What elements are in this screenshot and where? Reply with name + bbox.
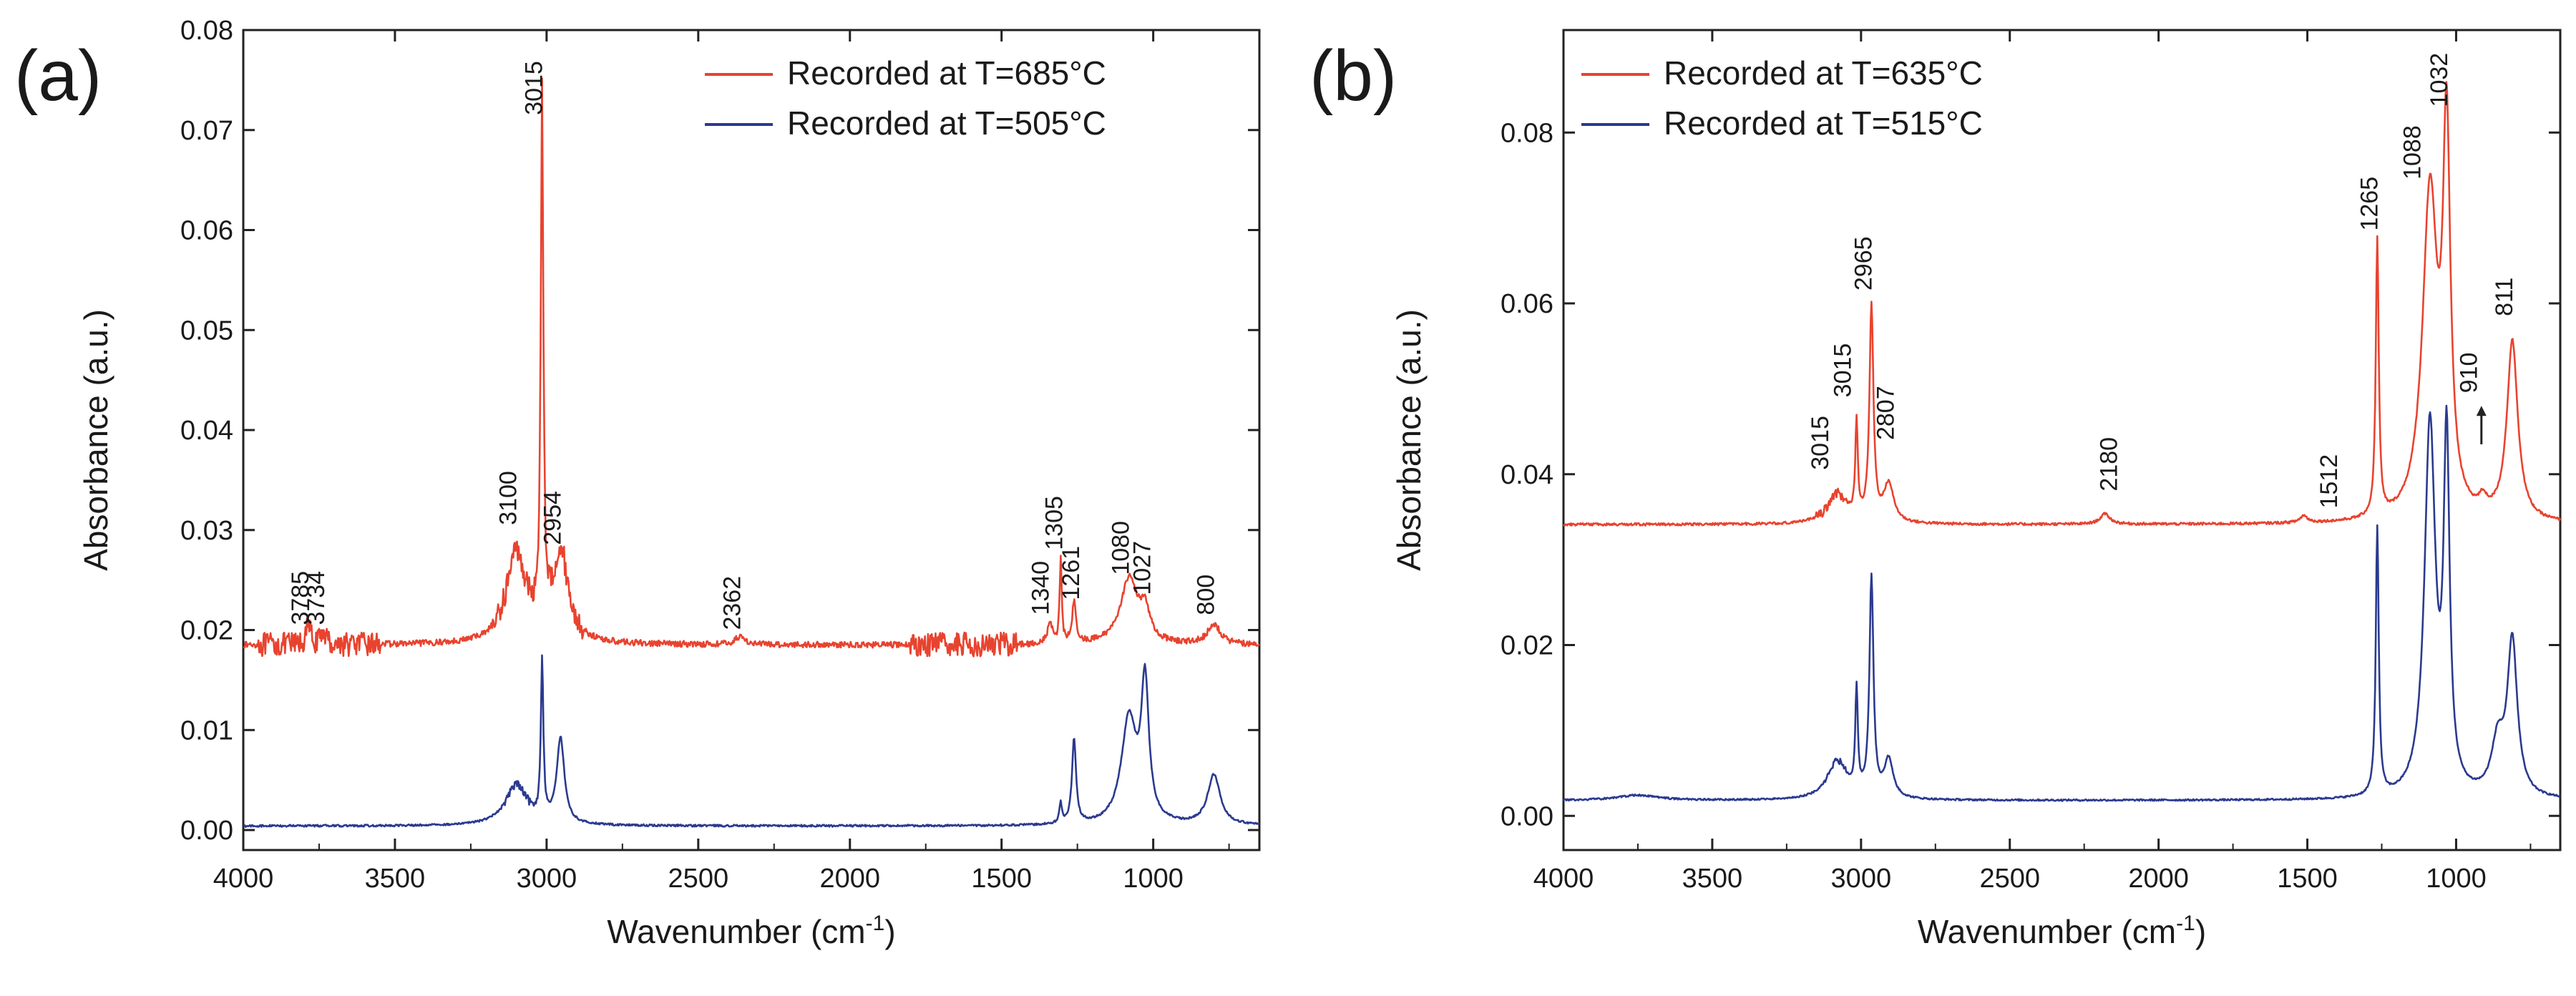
y-tick-label: 0.03 [180, 516, 233, 546]
x-tick-label: 1500 [2277, 864, 2338, 894]
x-tick-label: 3000 [1831, 864, 1892, 894]
plot-frame [1562, 29, 2562, 851]
y-tick-label: 0.08 [180, 16, 233, 46]
peak-annotation: 2954 [539, 491, 566, 545]
peak-annotation: 811 [2491, 278, 2518, 316]
chart-panel-b: 4000 3500 3000 2500 2000 1500 1000 0.00 0.02 0.04… [1309, 29, 2562, 950]
peak-annotation: 3100 [494, 471, 522, 525]
series-line-red [243, 77, 1260, 658]
peak-annotation: 3015 [1829, 343, 1856, 398]
x-tick-label: 3500 [365, 864, 426, 894]
peak-annotation: 3785 [287, 571, 314, 625]
y-tick-label: 0.01 [180, 716, 233, 746]
y-tick-label: 0.07 [180, 116, 233, 146]
peak-annotation: 910 [2456, 353, 2483, 394]
legend-label: Recorded at T=505°C [787, 104, 1106, 142]
peak-annotation: 1261 [1058, 546, 1085, 600]
x-tick-label: 2500 [668, 864, 729, 894]
y-axis-label: Absorbance (a.u.) [77, 309, 114, 571]
series-line-blue [243, 654, 1260, 828]
peak-annotation: 1088 [2399, 125, 2426, 180]
peak-annotation: 1080 [1108, 521, 1135, 575]
peak-annotation: 3015 [1807, 416, 1834, 470]
peak-annotation: 1027 [1128, 541, 1156, 595]
peak-annotation: 3734 [303, 571, 330, 625]
y-tick-label: 0.02 [1501, 631, 1553, 661]
panel-label: (b) [1309, 36, 1397, 116]
x-tick-label: 3000 [517, 864, 577, 894]
y-tick-label: 0.00 [180, 816, 233, 846]
peak-annotation: 2362 [718, 576, 746, 630]
y-tick-label: 0.05 [180, 316, 233, 346]
y-tick-label: 0.06 [1501, 289, 1553, 319]
y-tick-label: 0.04 [1501, 460, 1553, 490]
y-tick-label: 0.00 [1501, 801, 1553, 831]
y-tick-label: 0.04 [180, 416, 233, 446]
peak-annotation: 3015 [521, 61, 548, 115]
panel-label: (a) [14, 36, 102, 116]
x-tick-label: 3500 [1682, 864, 1743, 894]
x-axis-label: Wavenumber (cm-1) [1918, 912, 2206, 950]
arrow-910-head [2476, 406, 2487, 416]
peak-annotation: 800 [1192, 575, 1219, 615]
peak-annotation: 2965 [1850, 236, 1877, 290]
peak-annotation: 1305 [1040, 496, 1068, 550]
y-tick-label: 0.02 [180, 616, 233, 646]
x-tick-label: 2000 [2128, 864, 2189, 894]
peak-annotation: 1265 [2356, 177, 2383, 231]
x-tick-label: 2500 [1979, 864, 2040, 894]
x-tick-label: 1500 [971, 864, 1032, 894]
x-tick-label: 4000 [213, 864, 274, 894]
series-line-red [1562, 81, 2562, 527]
y-tick-label: 0.08 [1501, 118, 1553, 148]
legend-label: Recorded at T=685°C [787, 54, 1106, 92]
y-axis-label: Absorbance (a.u.) [1390, 309, 1428, 571]
legend-label: Recorded at T=635°C [1664, 54, 1983, 92]
x-tick-label: 1000 [1123, 864, 1184, 894]
y-tick-label: 0.06 [180, 216, 233, 246]
x-axis-label: Wavenumber (cm-1) [607, 912, 895, 950]
peak-annotation: 1032 [2426, 53, 2453, 107]
x-tick-label: 4000 [1533, 864, 1594, 894]
peak-annotation: 1340 [1027, 561, 1054, 615]
peak-annotation: 2807 [1873, 386, 1900, 440]
legend-label: Recorded at T=515°C [1664, 104, 1983, 142]
x-tick-label: 1000 [2426, 864, 2487, 894]
x-tick-label: 2000 [819, 864, 880, 894]
peak-annotation: 1512 [2316, 454, 2343, 509]
peak-annotation: 2180 [2095, 437, 2122, 492]
plot-frame [242, 29, 1261, 851]
chart-panel-a: 4000 3500 3000 2500 2000 1500 1000 0.00 0.01 0.02… [14, 16, 1261, 950]
series-line-blue [1562, 404, 2561, 802]
